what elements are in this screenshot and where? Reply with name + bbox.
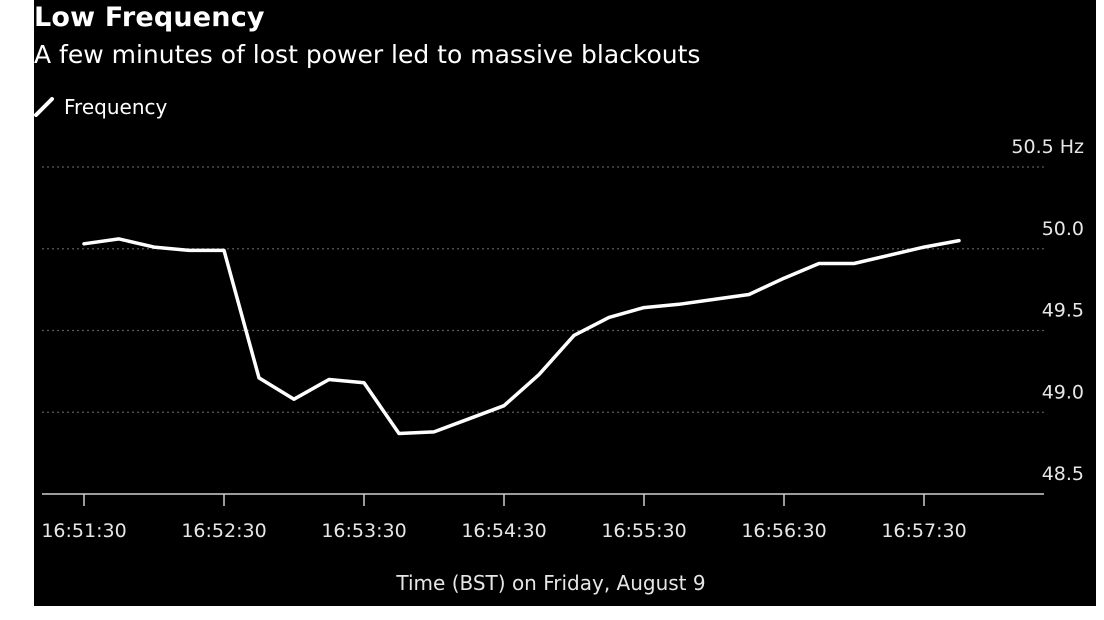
y-tick-label: 50.5 Hz <box>1011 136 1084 158</box>
y-tick-label: 48.5 <box>1042 463 1084 485</box>
chart-subtitle: A few minutes of lost power led to massi… <box>34 40 701 69</box>
series-line-frequency <box>82 237 961 436</box>
legend-label-frequency: Frequency <box>64 95 168 119</box>
x-tick-label: 16:57:30 <box>881 520 966 542</box>
footer-strip <box>0 606 1104 620</box>
x-tick-label: 16:53:30 <box>321 520 406 542</box>
chart-title: Low Frequency <box>34 2 265 33</box>
x-tick-label: 16:55:30 <box>601 520 686 542</box>
x-tick-label: 16:54:30 <box>461 520 546 542</box>
x-tick-label: 16:56:30 <box>741 520 826 542</box>
x-tick-label: 16:52:30 <box>181 520 266 542</box>
y-tick-label: 49.0 <box>1042 381 1084 403</box>
x-tick-label: 16:51:30 <box>41 520 126 542</box>
y-tick-label: 49.5 <box>1042 300 1084 322</box>
chart-panel: Low Frequency A few minutes of lost powe… <box>34 0 1096 606</box>
legend-swatch-icon <box>34 97 54 117</box>
x-axis-title: Time (BST) on Friday, August 9 <box>395 571 705 595</box>
legend: Frequency <box>34 95 167 119</box>
line-chart: 48.5 49.0 49.5 50.0 50.5 Hz 16:51:30 16:52:30 1… <box>41 136 1084 595</box>
y-tick-label: 50.0 <box>1042 218 1084 240</box>
